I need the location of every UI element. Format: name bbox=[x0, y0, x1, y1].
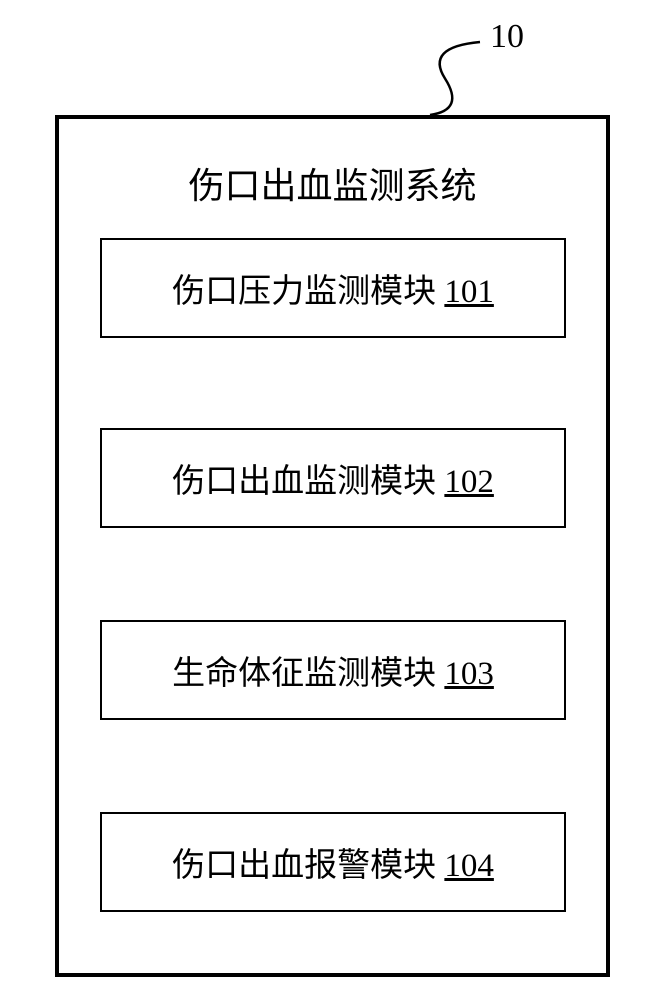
module-label-2: 伤口出血监测模块 102 bbox=[172, 454, 494, 502]
module-text-3: 生命体征监测模块 bbox=[172, 656, 444, 692]
module-num-1: 101 bbox=[444, 274, 494, 310]
callout-label: 10 bbox=[490, 18, 524, 56]
module-box-4: 伤口出血报警模块 104 bbox=[100, 812, 566, 912]
module-label-3: 生命体征监测模块 103 bbox=[172, 646, 494, 694]
module-label-1: 伤口压力监测模块 101 bbox=[172, 264, 494, 312]
module-text-4: 伤口出血报警模块 bbox=[172, 848, 444, 884]
module-box-2: 伤口出血监测模块 102 bbox=[100, 428, 566, 528]
module-num-4: 104 bbox=[444, 848, 494, 884]
module-num-3: 103 bbox=[444, 656, 494, 692]
module-box-1: 伤口压力监测模块 101 bbox=[100, 238, 566, 338]
module-text-2: 伤口出血监测模块 bbox=[172, 464, 444, 500]
system-title: 伤口出血监测系统 bbox=[59, 157, 606, 209]
callout-path bbox=[430, 42, 480, 115]
module-label-4: 伤口出血报警模块 104 bbox=[172, 838, 494, 886]
module-box-3: 生命体征监测模块 103 bbox=[100, 620, 566, 720]
module-num-2: 102 bbox=[444, 464, 494, 500]
module-text-1: 伤口压力监测模块 bbox=[172, 274, 444, 310]
